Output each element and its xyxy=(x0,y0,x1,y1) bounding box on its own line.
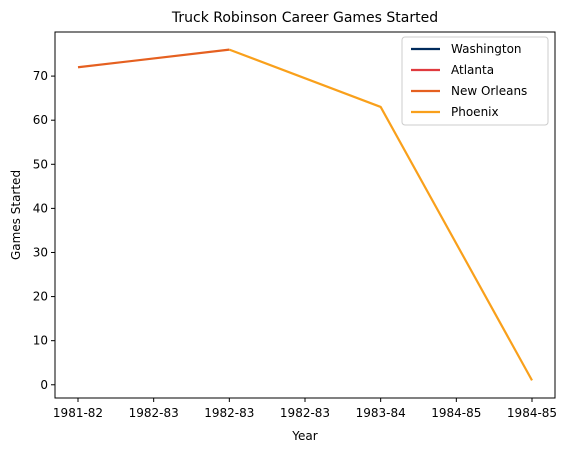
y-tick-label: 60 xyxy=(33,113,48,127)
legend-frame xyxy=(401,36,549,126)
x-axis-label: Year xyxy=(291,429,317,443)
x-tick-label: 1982-83 xyxy=(204,406,254,420)
legend-label: Washington xyxy=(451,42,522,56)
y-tick-label: 40 xyxy=(33,201,48,215)
y-tick-label: 70 xyxy=(33,69,48,83)
y-tick-label: 50 xyxy=(33,157,48,171)
chart-title: Truck Robinson Career Games Started xyxy=(171,10,438,26)
legend-label: New Orleans xyxy=(451,84,527,98)
x-tick-label: 1982-83 xyxy=(280,406,330,420)
x-tick-label: 1984-85 xyxy=(507,406,557,420)
y-axis-label: Games Started xyxy=(9,170,23,260)
x-axis: 1981-82 1982-83 1982-83 1982-83 1983-84 1984-… xyxy=(53,398,557,420)
y-axis: 0 10 20 30 40 50 60 70 xyxy=(33,69,55,392)
y-tick-label: 0 xyxy=(40,378,48,392)
legend-label: Phoenix xyxy=(451,105,499,119)
y-tick-label: 20 xyxy=(33,290,48,304)
legend-label: Atlanta xyxy=(451,63,494,77)
x-tick-label: 1982-83 xyxy=(129,406,179,420)
y-tick-label: 30 xyxy=(33,245,48,259)
series-line-new-orleans xyxy=(77,48,230,69)
legend: Washington Atlanta New Orleans Phoenix xyxy=(401,36,549,126)
x-tick-label: 1984-85 xyxy=(431,406,481,420)
series-line-phoenix xyxy=(228,48,533,381)
x-tick-label: 1983-84 xyxy=(356,406,406,420)
series-lines xyxy=(77,48,533,381)
y-tick-label: 10 xyxy=(33,334,48,348)
x-tick-label: 1981-82 xyxy=(53,406,103,420)
